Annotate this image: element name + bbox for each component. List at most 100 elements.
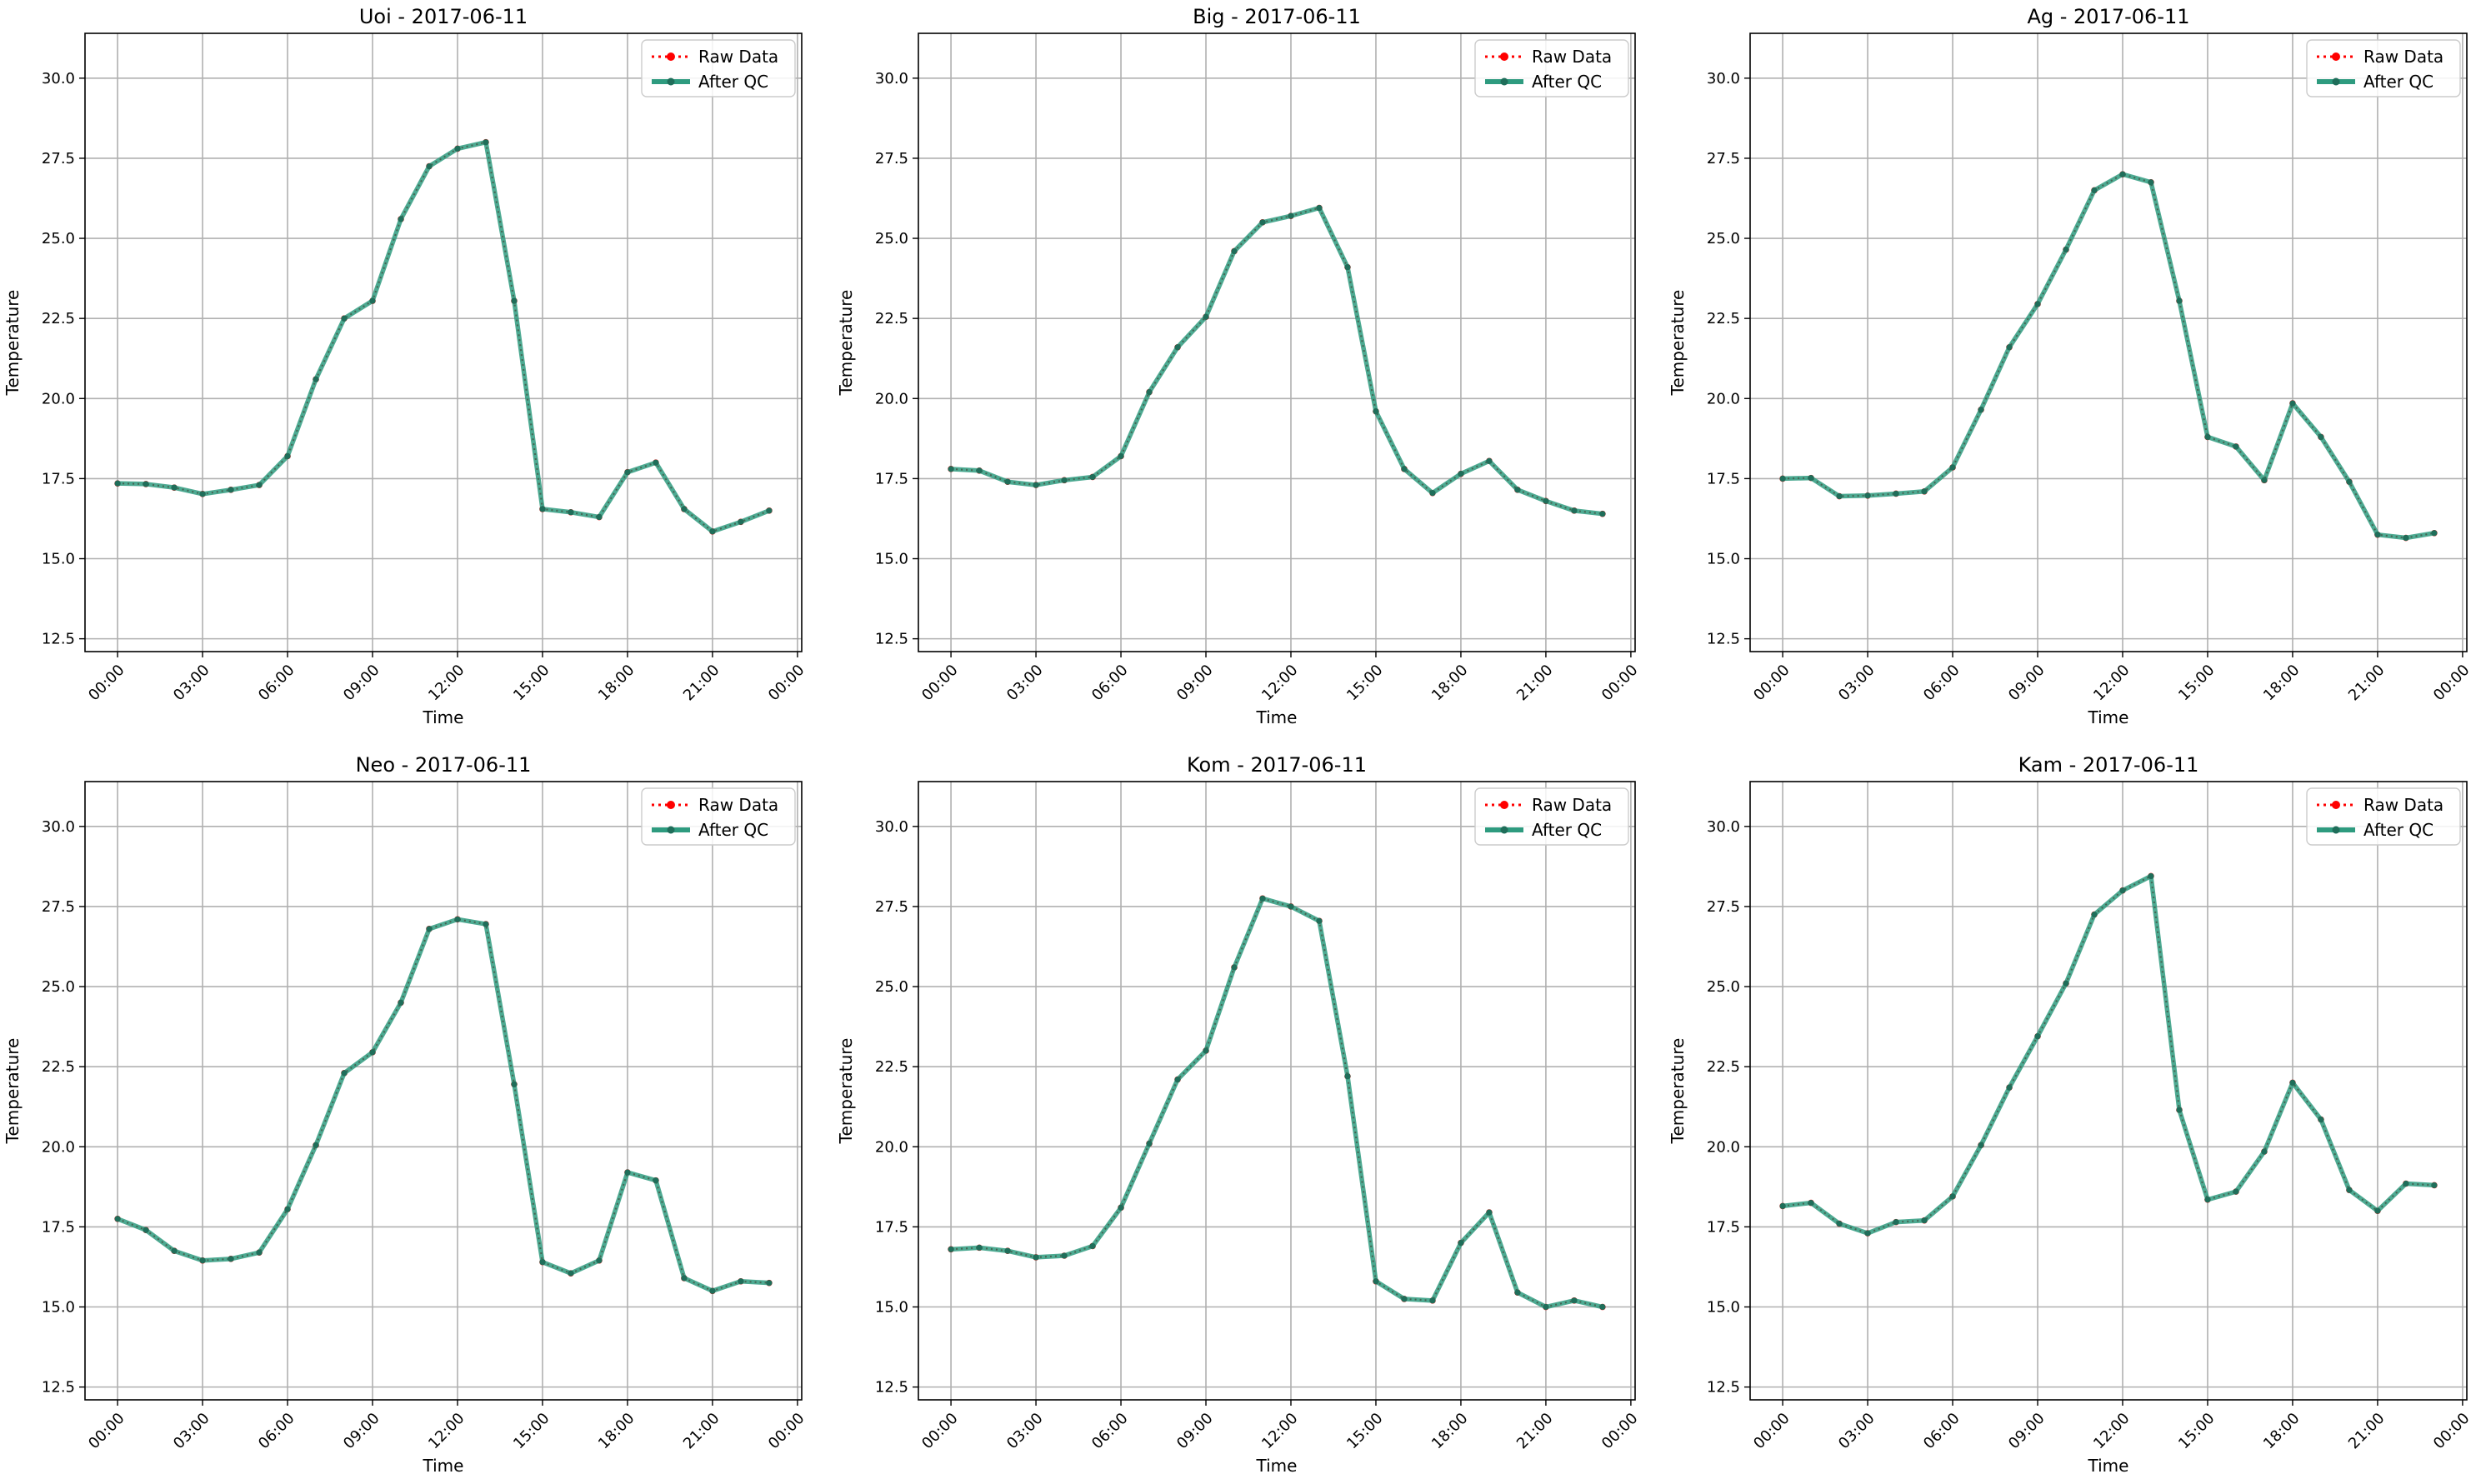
series-line-raw-data	[1783, 172, 2435, 539]
after-qc-point	[1061, 477, 1068, 483]
after-qc-point	[1921, 488, 1928, 495]
legend-label-raw-data: Raw Data	[698, 795, 778, 815]
legend-label-after-qc: After QC	[698, 820, 768, 840]
y-tick-label: 20.0	[875, 390, 908, 407]
x-tick-label: 15:00	[2175, 662, 2218, 705]
series-line-raw-overlay	[117, 918, 769, 1292]
after-qc-point	[1429, 1297, 1436, 1304]
legend-marker-raw-data	[2332, 52, 2340, 61]
after-qc-point	[1259, 219, 1266, 226]
x-tick-label: 12:00	[1258, 1410, 1302, 1453]
after-qc-point	[2374, 1207, 2381, 1214]
after-qc-point	[1458, 1240, 1464, 1247]
x-axis-label: Time	[1256, 1456, 1298, 1476]
x-axis-label: Time	[1256, 707, 1298, 727]
x-tick-label: 00:00	[85, 662, 128, 705]
legend-label-after-qc: After QC	[1532, 72, 1602, 92]
after-qc-point	[568, 509, 574, 516]
after-qc-point	[2261, 477, 2268, 483]
after-qc-point	[1231, 247, 1238, 255]
legend-marker-after-qc	[667, 77, 675, 86]
legend-marker-after-qc	[1500, 77, 1508, 86]
after-qc-point	[369, 1049, 376, 1056]
after-qc-point	[1429, 490, 1436, 497]
series-line-after-qc	[1782, 873, 2435, 1236]
x-tick-label: 06:00	[255, 1410, 298, 1453]
after-qc-point	[143, 481, 149, 487]
x-tick-label: 18:00	[2260, 1410, 2303, 1453]
chart-panel: 00:00 03:00 06:00 09:00 12:00 15:00 18:00 21:00…	[3, 753, 808, 1476]
after-qc-point	[976, 1244, 983, 1251]
after-qc-point	[1458, 471, 1464, 477]
after-qc-point	[1061, 1252, 1068, 1259]
y-tick-label: 22.5	[1707, 310, 1740, 327]
y-tick-label: 25.0	[875, 230, 908, 247]
chart-panel: 00:00 03:00 06:00 09:00 12:00 15:00 18:00 21:00…	[836, 753, 1641, 1476]
after-qc-point	[2063, 246, 2069, 253]
after-qc-point	[948, 466, 954, 472]
y-tick-label: 20.0	[875, 1138, 908, 1156]
y-tick-label: 15.0	[1707, 551, 1740, 568]
after-qc-point	[1864, 492, 1871, 499]
y-tick-label: 27.5	[875, 898, 908, 916]
after-qc-point	[2233, 1188, 2239, 1195]
legend-marker-raw-data	[1500, 801, 1508, 809]
after-qc-point	[2403, 1180, 2409, 1187]
x-tick-label: 09:00	[340, 1410, 383, 1453]
series-line-after-qc	[118, 139, 770, 534]
legend-label-after-qc: After QC	[1532, 820, 1602, 840]
x-tick-label: 00:00	[1750, 662, 1793, 705]
series-line-after-qc	[950, 896, 1603, 1310]
after-qc-point	[1808, 1199, 1814, 1207]
after-qc-point	[1571, 1297, 1578, 1304]
y-tick-label: 30.0	[1707, 70, 1740, 87]
x-tick-label: 18:00	[1428, 1410, 1472, 1453]
axes-frame	[918, 781, 1636, 1401]
x-tick-label: 15:00	[510, 1410, 553, 1453]
y-tick-label: 17.5	[1707, 1218, 1740, 1236]
y-tick-label: 22.5	[42, 1058, 75, 1076]
x-tick-label: 00:00	[2430, 662, 2473, 705]
after-qc-point	[2148, 179, 2154, 186]
y-tick-label: 25.0	[875, 978, 908, 996]
x-tick-label: 12:00	[425, 1410, 468, 1453]
after-qc-point	[1779, 1202, 1786, 1210]
series-line-raw-data	[1782, 874, 2434, 1235]
after-qc-point	[1514, 487, 1521, 493]
after-qc-point	[2119, 171, 2126, 177]
x-tick-label: 00:00	[765, 1410, 808, 1453]
after-qc-point	[1004, 478, 1011, 485]
y-tick-label: 15.0	[1707, 1299, 1740, 1317]
y-tick-label: 15.0	[42, 1299, 75, 1317]
after-qc-point	[1174, 1076, 1181, 1083]
after-qc-point	[1373, 1278, 1379, 1285]
x-tick-label: 15:00	[1343, 1410, 1387, 1453]
after-qc-point	[313, 376, 319, 382]
y-tick-label: 25.0	[1707, 978, 1740, 996]
y-tick-label: 27.5	[1707, 150, 1740, 167]
x-tick-label: 15:00	[1343, 662, 1387, 705]
after-qc-point	[1033, 482, 1039, 488]
after-qc-point	[256, 482, 263, 488]
after-qc-point	[1259, 895, 1266, 902]
after-qc-point	[1146, 1140, 1153, 1147]
after-qc-point	[1401, 466, 1408, 472]
y-tick-label: 30.0	[1707, 818, 1740, 836]
after-qc-point	[2261, 1148, 2268, 1155]
after-qc-point	[948, 1246, 954, 1252]
after-qc-point	[2289, 1079, 2296, 1086]
after-qc-point	[426, 926, 433, 932]
after-qc-point	[2091, 187, 2098, 193]
after-qc-point	[2233, 443, 2239, 450]
after-qc-point	[341, 1070, 348, 1077]
y-tick-label: 27.5	[42, 150, 75, 167]
after-qc-point	[1203, 313, 1209, 320]
after-qc-point	[2318, 1117, 2324, 1123]
series-line-raw-overlay	[1783, 173, 2435, 539]
after-qc-point	[596, 513, 603, 521]
after-qc-point	[1118, 452, 1124, 460]
series-line-raw-overlay	[1783, 875, 2434, 1234]
y-tick-label: 22.5	[42, 310, 75, 327]
after-qc-point	[511, 1081, 518, 1087]
after-qc-point	[539, 506, 546, 512]
